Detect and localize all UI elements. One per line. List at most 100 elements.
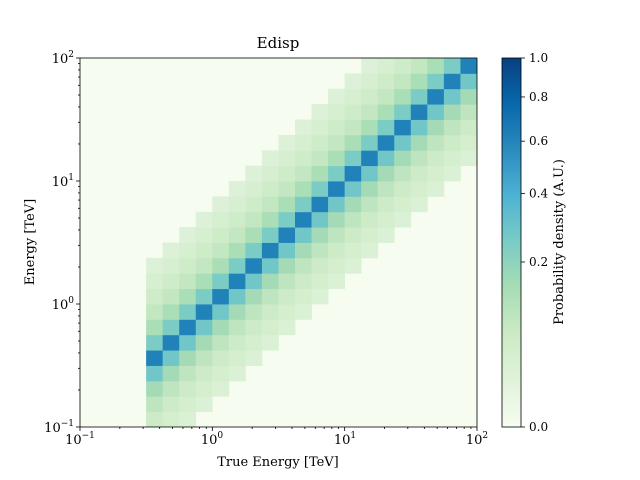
heatmap-cell [278, 196, 296, 213]
heatmap-cell [228, 181, 246, 197]
heatmap-cell [261, 288, 279, 305]
heatmap-cell [328, 181, 346, 197]
heatmap-cell [394, 150, 412, 167]
heatmap-cell [162, 319, 180, 336]
heatmap-cell [410, 58, 428, 74]
heatmap-cell [344, 73, 362, 90]
colorbar-tick-label: 0.0 [529, 420, 548, 434]
heatmap-cell [195, 365, 213, 382]
heatmap-cell [146, 273, 164, 290]
heatmap-cell [460, 27, 477, 43]
heatmap-cell [212, 196, 230, 213]
heatmap-cell [328, 119, 346, 136]
heatmap-cell [228, 350, 246, 366]
heatmap-cell [344, 165, 362, 182]
heatmap-cell [377, 150, 395, 167]
heatmap-cell [427, 0, 444, 12]
heatmap-cell [162, 350, 180, 366]
heatmap-cell [460, 119, 477, 136]
heatmap-cells [146, 0, 477, 443]
heatmap-cell [411, 12, 428, 28]
heatmap-cell [245, 288, 263, 305]
y-axis-label: Energy [TeV] [23, 199, 38, 285]
y-tick-label: 10−1 [44, 419, 74, 436]
heatmap-cell [311, 165, 329, 182]
heatmap-cell [261, 227, 279, 243]
heatmap-cell [245, 242, 263, 259]
heatmap-cell [427, 150, 445, 167]
y-tick-label: 101 [52, 173, 74, 190]
heatmap-cell [195, 273, 213, 290]
heatmap-cell [212, 211, 230, 228]
heatmap-cell [195, 396, 213, 413]
heatmap-cell [212, 319, 230, 336]
heatmap-cell [328, 211, 346, 228]
colorbar-tick-label: 1.0 [529, 51, 548, 65]
heatmap-cell [195, 211, 213, 228]
heatmap-cell [146, 427, 163, 443]
heatmap-cell [394, 27, 411, 43]
heatmap-cell [394, 119, 412, 136]
heatmap-cell [394, 196, 412, 213]
heatmap-cell [245, 181, 263, 197]
heatmap-cell [328, 242, 346, 259]
heatmap-cell [162, 380, 180, 397]
heatmap-cell [460, 0, 477, 12]
heatmap-cell [361, 104, 379, 120]
heatmap-cell [411, 27, 428, 43]
heatmap-cell [427, 58, 445, 74]
colorbar-tick-label: 0.4 [529, 187, 548, 201]
heatmap-cell [361, 242, 379, 259]
heatmap-cell [361, 227, 379, 243]
heatmap-cell [245, 319, 263, 336]
heatmap-cell [443, 73, 461, 90]
heatmap-cell [195, 288, 213, 305]
heatmap-cell [146, 365, 164, 382]
heatmap-cell [444, 0, 461, 12]
heatmap-cell [344, 181, 362, 197]
heatmap-cell [377, 73, 395, 90]
heatmap-cell [179, 365, 197, 382]
heatmap-cell [261, 211, 279, 228]
heatmap-cell [328, 165, 346, 182]
heatmap-cell [344, 134, 362, 151]
heatmap-cell [146, 411, 164, 427]
heatmap-cell [460, 104, 477, 120]
heatmap-cell [261, 304, 279, 320]
heatmap-cell [328, 257, 346, 274]
heatmap-cell [410, 88, 428, 105]
heatmap-cell [278, 319, 296, 336]
heatmap-cell [179, 396, 197, 413]
heatmap-cell [295, 273, 312, 290]
heatmap-cell [361, 134, 379, 151]
heatmap-cell [146, 257, 164, 274]
heatmap-cell [443, 150, 461, 167]
heatmap-cell [443, 119, 461, 136]
heatmap-cell [344, 150, 362, 167]
heatmap-cell [427, 27, 444, 43]
heatmap-cell [427, 88, 445, 105]
heatmap-cell [261, 334, 279, 351]
heatmap-cell [295, 257, 312, 274]
heatmap-cell [162, 396, 180, 413]
y-tick-label: 100 [52, 296, 75, 313]
heatmap-cell [212, 350, 230, 366]
heatmap-cell [311, 211, 329, 228]
heatmap-cell [361, 119, 379, 136]
heatmap-cell [427, 58, 445, 59]
heatmap-cell [295, 119, 312, 136]
colorbar-tick-label: 0.6 [529, 134, 548, 148]
heatmap-cell [212, 288, 230, 305]
heatmap-cell [460, 58, 477, 59]
heatmap-cell [377, 196, 395, 213]
heatmap-cell [377, 58, 395, 59]
heatmap-cell [278, 181, 296, 197]
heatmap-cell [344, 119, 362, 136]
heatmap-cell [344, 104, 362, 120]
heatmap-cell [460, 134, 477, 151]
heatmap-cell [228, 242, 246, 259]
heatmap-cell [295, 181, 312, 197]
x-tick-label: 10−1 [65, 431, 95, 448]
heatmap-cell [179, 242, 197, 259]
heatmap-cell [361, 58, 379, 74]
